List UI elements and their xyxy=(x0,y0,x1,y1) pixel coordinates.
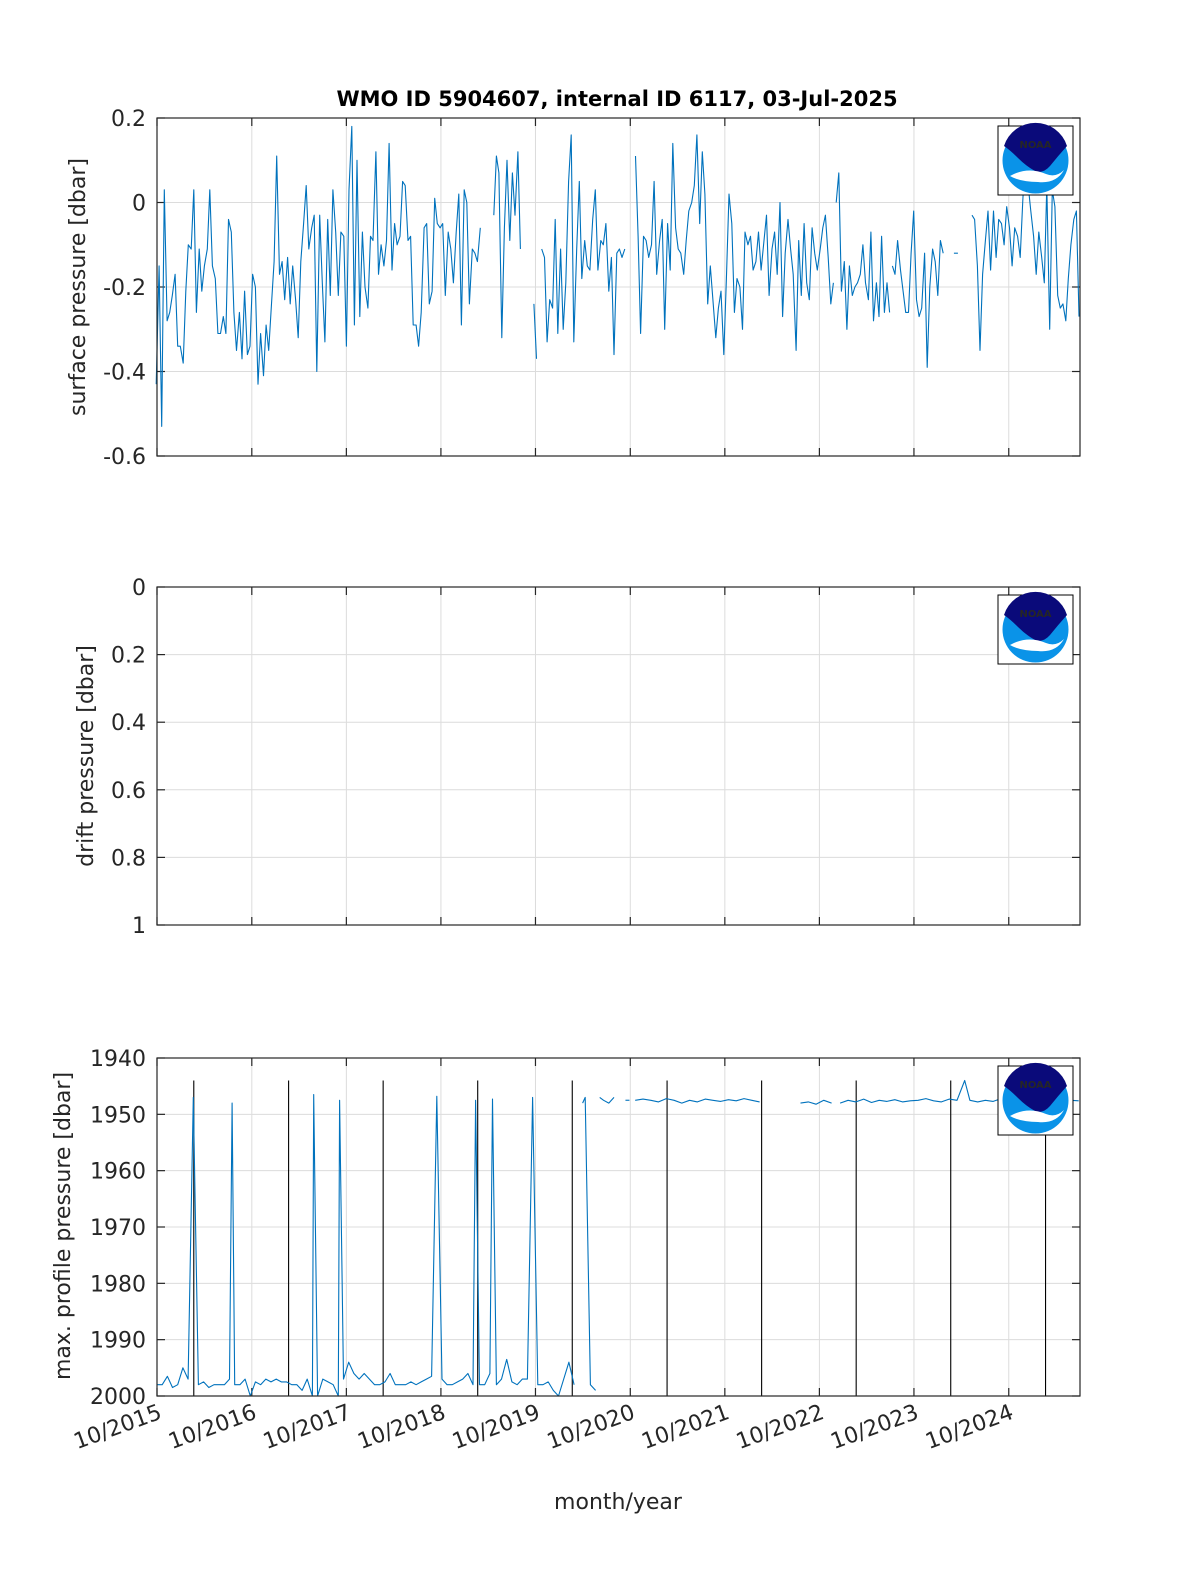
y-tick-label: 0.4 xyxy=(111,711,146,736)
axes-frame xyxy=(156,1057,1081,1397)
series-line xyxy=(541,134,626,356)
x-tick-label: 10/2016 xyxy=(165,1400,259,1455)
logo-top xyxy=(1004,122,1067,172)
series-line xyxy=(157,1094,575,1397)
surface-pressure-panel: -0.6 -0.4 -0.2 0 0.2 NOAA xyxy=(103,107,1081,470)
chart-title: WMO ID 5904607, internal ID 6117, 03-Jul… xyxy=(336,87,897,111)
axes-frame xyxy=(156,586,1081,926)
plot-area xyxy=(157,587,1080,925)
series-line xyxy=(891,210,944,368)
x-tick-label: 10/2018 xyxy=(355,1400,449,1455)
logo-text: NOAA xyxy=(1019,609,1051,620)
y-tick-label: 1990 xyxy=(90,1329,146,1354)
x-tick-label: 10/2023 xyxy=(828,1400,922,1455)
y-tick-label: 1950 xyxy=(90,1103,146,1128)
y-tick-label: -0.6 xyxy=(103,445,146,470)
y-axis-label-surface: surface pressure [dbar] xyxy=(66,158,91,416)
x-tick-label: 10/2019 xyxy=(449,1400,543,1455)
y-tick-label: 1980 xyxy=(90,1272,146,1297)
series-line xyxy=(635,1098,760,1104)
x-tick-label: 10/2022 xyxy=(733,1400,827,1455)
logo-text: NOAA xyxy=(1019,140,1051,151)
x-tick-label: 10/2017 xyxy=(260,1400,354,1455)
series-line xyxy=(800,1099,832,1105)
noaa-logo: NOAA xyxy=(997,591,1074,665)
y-tick-label: 1970 xyxy=(90,1216,146,1241)
logo-gull xyxy=(1010,639,1064,652)
x-axis-label: month/year xyxy=(554,1490,683,1515)
drift-pressure-panel: 0 0.2 0.4 0.6 0.8 1 NOAA xyxy=(111,576,1081,939)
series-line xyxy=(599,1096,615,1104)
y-tick-label: 0.6 xyxy=(111,779,146,804)
axes-frame xyxy=(156,117,1081,457)
series-line xyxy=(155,125,481,427)
series-line xyxy=(582,1096,597,1391)
logo-text: NOAA xyxy=(1019,1080,1051,1091)
y-tick-label: 0.8 xyxy=(111,846,146,871)
series-line xyxy=(634,134,834,356)
y-axis-label-max-profile: max. profile pressure [dbar] xyxy=(51,1072,76,1380)
noaa-logo: NOAA xyxy=(997,1062,1074,1136)
series-line xyxy=(493,151,521,339)
y-tick-label: 2000 xyxy=(90,1385,146,1410)
series-line xyxy=(533,303,538,359)
x-tick-label: 10/2021 xyxy=(638,1400,732,1455)
logo-gull xyxy=(1010,170,1064,183)
x-tick-label: 10/2024 xyxy=(922,1400,1016,1455)
y-axis-label-drift: drift pressure [dbar] xyxy=(74,645,99,867)
y-tick-label: 0 xyxy=(132,576,146,601)
y-tick-label: 1960 xyxy=(90,1160,146,1185)
logo-top xyxy=(1004,591,1067,641)
y-tick-label: 0.2 xyxy=(111,644,146,669)
noaa-logo: NOAA xyxy=(997,122,1074,196)
y-tick-label: -0.2 xyxy=(103,276,146,301)
logo-top xyxy=(1004,1062,1067,1112)
y-tick-label: 1 xyxy=(132,914,146,939)
y-tick-label: 0 xyxy=(132,192,146,217)
logo-gull xyxy=(1010,1110,1064,1123)
y-tick-label: 0.2 xyxy=(111,107,146,132)
y-tick-label: 1940 xyxy=(90,1047,146,1072)
series-line xyxy=(835,172,891,330)
y-tick-label: -0.4 xyxy=(103,361,146,386)
x-tick-label: 10/2020 xyxy=(544,1400,638,1455)
